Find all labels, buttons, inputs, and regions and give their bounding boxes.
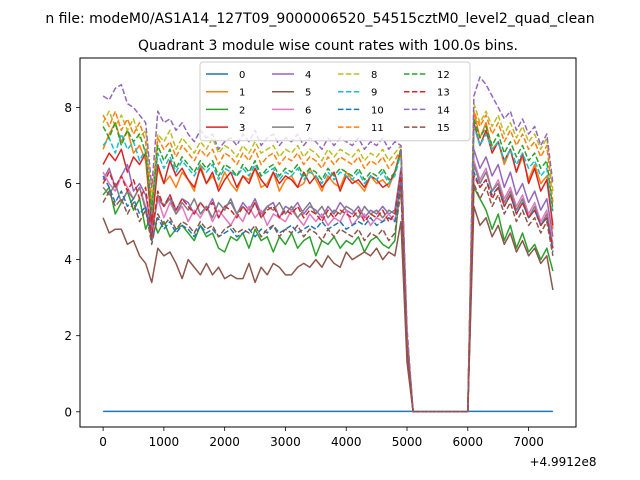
- x-tick-label: 2000: [209, 435, 240, 449]
- legend-label-1: 1: [239, 88, 245, 99]
- series-line-12: [102, 118, 554, 413]
- legend-label-4: 4: [305, 70, 311, 81]
- legend-label-5: 5: [305, 88, 311, 99]
- series-layer: [102, 76, 554, 413]
- y-tick-label: 2: [64, 329, 72, 343]
- legend-label-2: 2: [239, 105, 245, 116]
- legend-label-9: 9: [371, 88, 377, 99]
- series-line-8: [102, 102, 554, 413]
- y-tick-label: 8: [64, 101, 72, 115]
- series-line-13: [102, 171, 554, 413]
- legend-label-15: 15: [437, 123, 450, 134]
- x-tick-label: 5000: [392, 435, 423, 449]
- legend-label-3: 3: [239, 123, 245, 134]
- chart-title: Quadrant 3 module wise count rates with …: [138, 38, 518, 54]
- x-axis: 0 1000 2000 3000 4000 5000 6000 7000: [99, 427, 544, 449]
- series-line-5: [102, 205, 554, 413]
- y-tick-label: 0: [64, 405, 72, 419]
- series-line-7: [102, 163, 554, 413]
- legend-label-6: 6: [305, 105, 311, 116]
- legend-box: [199, 61, 471, 142]
- series-line-9: [102, 125, 554, 413]
- series-line-15: [102, 182, 554, 413]
- x-offset-label: +4.9912e8: [529, 455, 596, 469]
- legend-label-0: 0: [239, 70, 245, 81]
- x-tick-label: 0: [99, 435, 107, 449]
- x-tick-label: 3000: [270, 435, 301, 449]
- x-tick-label: 4000: [331, 435, 362, 449]
- legend-label-12: 12: [437, 70, 450, 81]
- legend-label-13: 13: [437, 88, 450, 99]
- legend-label-11: 11: [371, 123, 384, 134]
- legend-label-14: 14: [437, 105, 450, 116]
- series-line-3: [102, 121, 554, 413]
- x-tick-label: 1000: [149, 435, 180, 449]
- x-tick-label: 7000: [513, 435, 544, 449]
- plot-frame: [79, 57, 577, 428]
- y-tick-label: 6: [64, 177, 72, 191]
- series-line-1: [102, 110, 554, 413]
- legend-label-8: 8: [371, 70, 377, 81]
- legend-label-7: 7: [305, 123, 311, 134]
- y-tick-label: 4: [64, 253, 72, 267]
- x-tick-label: 6000: [453, 435, 484, 449]
- series-line-11: [102, 110, 554, 413]
- y-axis: 0 2 4 6 8: [64, 101, 80, 419]
- legend-label-10: 10: [371, 105, 384, 116]
- figure-suptitle: n file: modeM0/AS1A14_127T09_9000006520_…: [45, 11, 594, 27]
